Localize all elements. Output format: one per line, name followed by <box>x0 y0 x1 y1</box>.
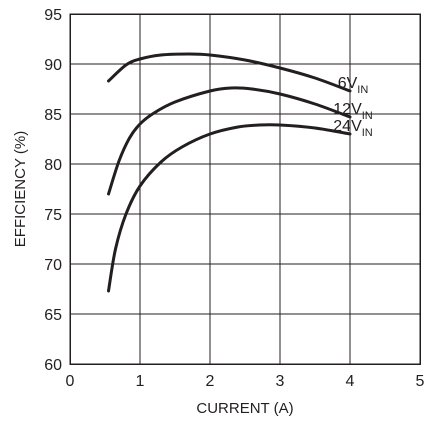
tick-labels: 0 1 2 3 4 5 60 65 70 75 80 85 90 95 <box>44 7 424 390</box>
x-axis-title: CURRENT (A) <box>196 400 293 417</box>
y-tick-label: 70 <box>44 257 62 274</box>
y-axis-title: EFFICIENCY (%) <box>12 131 29 247</box>
series-label-subscript: IN <box>357 84 368 96</box>
x-tick-label: 0 <box>66 373 75 390</box>
series-label-subscript: IN <box>362 110 373 122</box>
series-label-main: 24V <box>333 118 362 135</box>
series-label-subscript: IN <box>362 127 373 139</box>
series-label-6v: 6VIN <box>338 75 369 96</box>
y-tick-label: 60 <box>44 357 62 374</box>
x-tick-label: 4 <box>346 373 355 390</box>
series-lines <box>107 52 352 293</box>
series-line-12v <box>107 86 352 196</box>
series-line-24v <box>107 123 352 293</box>
x-tick-label: 3 <box>276 373 285 390</box>
series-line-6v <box>107 52 352 93</box>
y-tick-label: 95 <box>44 7 62 24</box>
plot-frame <box>69 13 421 365</box>
series-label-12v: 12VIN <box>333 101 373 122</box>
series-label-main: 6V <box>338 75 358 92</box>
x-tick-label: 1 <box>136 373 145 390</box>
y-tick-label: 90 <box>44 57 62 74</box>
series-label-24v: 24VIN <box>333 118 373 139</box>
y-tick-label: 85 <box>44 107 62 124</box>
x-tick-label: 5 <box>416 373 425 390</box>
y-tick-label: 80 <box>44 157 62 174</box>
grid <box>70 14 420 364</box>
series-label-main: 12V <box>333 101 362 118</box>
y-tick-label: 75 <box>44 207 62 224</box>
x-tick-label: 2 <box>206 373 215 390</box>
y-tick-label: 65 <box>44 307 62 324</box>
